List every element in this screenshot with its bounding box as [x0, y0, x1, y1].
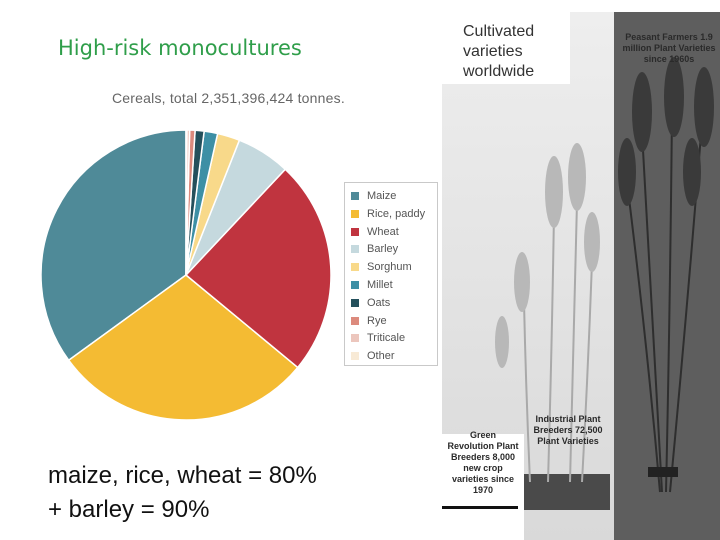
- legend-item: Oats: [351, 295, 390, 311]
- legend-swatch: [351, 227, 359, 236]
- chart-title: Cereals, total 2,351,396,424 tonnes.: [112, 90, 345, 106]
- legend-swatch: [351, 263, 359, 272]
- legend-label: Wheat: [367, 225, 399, 238]
- slide-title: High-risk monocultures: [58, 36, 302, 60]
- wheat-illustration: [442, 12, 720, 540]
- legend-swatch: [351, 281, 359, 289]
- caption-cultivated-varieties: Cultivated varieties worldwide: [463, 23, 535, 80]
- summary-line-1: maize, rice, wheat = 80%: [48, 462, 317, 489]
- legend-label: Rice, paddy: [367, 207, 426, 220]
- pie-slice-maize: [40, 130, 187, 362]
- legend-label: Barley: [367, 243, 399, 256]
- legend-swatch: [351, 245, 359, 254]
- legend-label: Millet: [367, 279, 393, 291]
- legend-swatch: [351, 334, 359, 343]
- summary-line-2: + barley = 90%: [48, 496, 210, 523]
- pie-slice-wheat: [184, 168, 332, 369]
- pie-slice-rice-paddy: [67, 274, 299, 421]
- label-industrial-breeders: Industrial Plant Breeders 72,500 Plant V…: [533, 414, 603, 446]
- legend-swatch: [351, 192, 359, 200]
- legend-item: Millet: [351, 277, 393, 293]
- legend-item: Sorghum: [351, 259, 412, 275]
- legend-item: Rye: [351, 313, 387, 329]
- label-green-revolution: Green Revolution Plant Breeders 8,000 ne…: [447, 430, 519, 495]
- legend-item: Triticale: [351, 330, 405, 346]
- pie-chart: [40, 130, 332, 421]
- chart-legend: Maize Rice, paddy Wheat Barley Sorghum Millet…: [344, 182, 438, 366]
- legend-swatch: [351, 352, 359, 361]
- legend-label: Rye: [367, 314, 387, 327]
- legend-label: Triticale: [367, 332, 406, 345]
- legend-swatch: [351, 209, 359, 218]
- pie-slice-other: [185, 130, 188, 276]
- legend-item: Maize: [351, 188, 396, 204]
- legend-item: Barley: [351, 241, 398, 257]
- legend-label: Sorghum: [367, 261, 412, 274]
- legend-item: Other: [351, 348, 395, 364]
- legend-swatch: [351, 316, 359, 325]
- legend-label: Oats: [367, 296, 391, 309]
- label-peasant-farmers: Peasant Farmers 1.9 million Plant Variet…: [622, 32, 716, 64]
- legend-swatch: [351, 298, 359, 307]
- legend-item: Wheat: [351, 224, 399, 240]
- legend-label: Other: [367, 350, 395, 363]
- legend-label: Maize: [367, 190, 397, 202]
- legend-item: Rice, paddy: [351, 206, 425, 222]
